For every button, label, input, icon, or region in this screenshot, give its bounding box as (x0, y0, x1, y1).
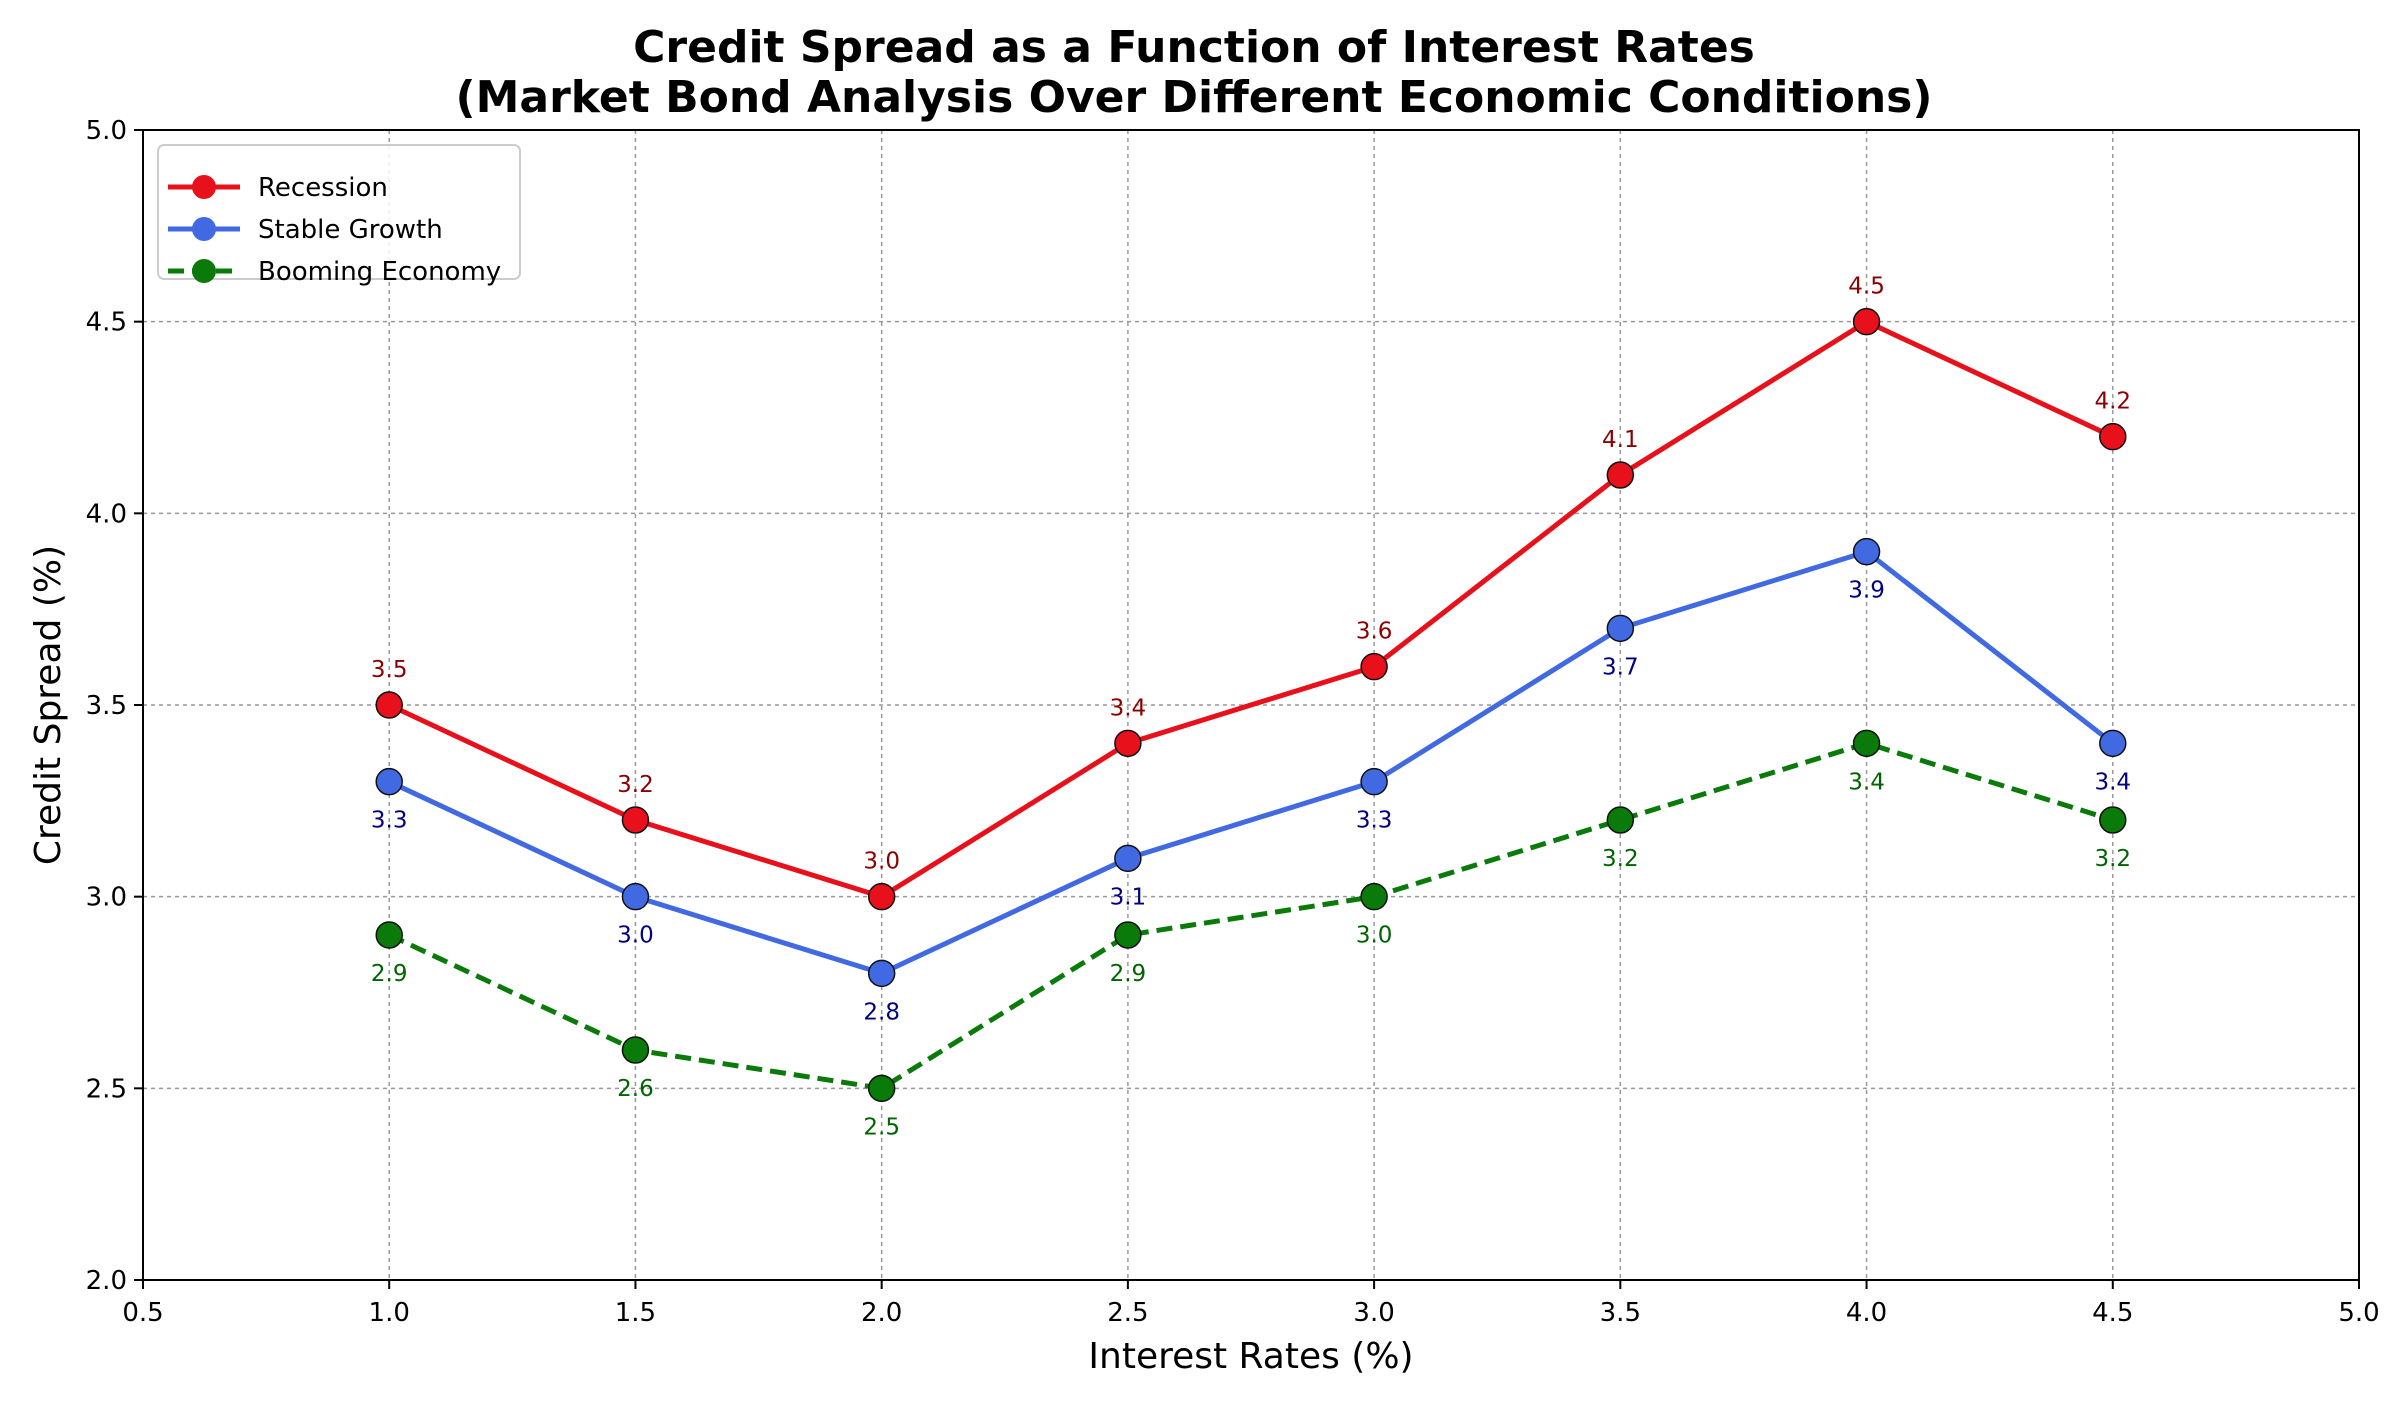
data-point (867, 882, 896, 911)
data-label: 4.2 (2094, 389, 2131, 415)
series-line-booming-economy (388, 740, 2114, 1091)
data-label: 3.1 (1110, 884, 1147, 910)
series-recession: 3.5 3.2 3.0 3.4 3.6 4.1 4.5 4.2 (371, 274, 2131, 911)
series-line-recession (388, 319, 2114, 900)
legend-label: Stable Growth (258, 215, 443, 245)
data-point (1606, 806, 1635, 834)
x-tick-label: 2.5 (1107, 1298, 1148, 1328)
data-label: 3.0 (863, 849, 900, 875)
data-label: 2.8 (863, 999, 900, 1025)
data-label: 2.6 (617, 1076, 654, 1102)
x-axis-label: Interest Rates (%) (1088, 1336, 1413, 1377)
data-point (1114, 729, 1142, 758)
y-axis-label: Credit Spread (%) (28, 545, 69, 865)
y-tick-label: 4.0 (86, 499, 127, 529)
data-point (867, 959, 896, 988)
data-point (2099, 806, 2127, 834)
x-tick-label: 5.0 (2338, 1298, 2379, 1328)
data-label: 3.2 (2094, 846, 2131, 872)
data-label: 3.4 (1110, 695, 1147, 721)
chart-title: Credit Spread as a Function of Interest … (633, 22, 1755, 73)
legend-marker (192, 259, 216, 283)
data-point (375, 767, 403, 796)
data-label: 2.5 (863, 1114, 900, 1140)
x-tick-label: 0.5 (122, 1298, 163, 1328)
data-label: 3.6 (1356, 619, 1393, 645)
data-label: 3.0 (617, 923, 654, 949)
x-tick-label: 3.0 (1353, 1298, 1394, 1328)
data-label: 3.4 (2094, 769, 2131, 795)
data-label: 3.0 (1356, 923, 1393, 949)
data-point (621, 1036, 650, 1064)
chart-subtitle: (Market Bond Analysis Over Different Eco… (456, 72, 1933, 123)
legend-marker (192, 175, 216, 199)
data-label: 3.9 (1848, 578, 1885, 604)
data-point (867, 1074, 896, 1103)
legend-label: Recession (258, 173, 388, 203)
x-tick-label: 2.0 (861, 1298, 902, 1328)
data-point (1360, 652, 1388, 681)
data-label: 2.9 (371, 961, 408, 987)
data-point (621, 806, 650, 834)
data-point (2099, 729, 2127, 758)
data-point (1852, 537, 1881, 566)
y-tick-label: 3.5 (86, 691, 127, 721)
data-label: 4.5 (1848, 274, 1885, 300)
series-stable-growth: 3.3 3.0 2.8 3.1 3.3 3.7 3.9 3.4 (371, 537, 2131, 1025)
legend: Recession Stable Growth Booming Economy (157, 144, 521, 287)
data-point (1852, 307, 1881, 336)
data-label: 3.2 (617, 772, 654, 798)
data-label: 3.2 (1602, 846, 1639, 872)
x-tick-label: 1.5 (615, 1298, 656, 1328)
data-point (1606, 461, 1635, 489)
data-label: 3.4 (1848, 769, 1885, 795)
y-tick-label: 4.5 (86, 308, 127, 338)
data-point (375, 691, 403, 719)
data-point (1852, 729, 1881, 758)
axes: 0.5 1.0 1.5 2.0 2.5 3.0 3.5 4.0 4.5 5.02.02.53.03… (86, 116, 2380, 1328)
data-point (1114, 921, 1142, 949)
y-tick-label: 3.0 (86, 883, 127, 913)
y-tick-label: 5.0 (86, 116, 127, 146)
series-line-stable-growth (388, 549, 2115, 976)
data-point (2099, 422, 2127, 451)
data-label: 3.3 (1356, 808, 1393, 834)
data-point (621, 882, 650, 911)
data-point (1360, 882, 1388, 911)
x-tick-label: 4.0 (1846, 1298, 1887, 1328)
data-label: 3.5 (371, 657, 408, 683)
x-tick-label: 4.5 (2092, 1298, 2133, 1328)
data-point (375, 921, 403, 949)
x-tick-label: 1.0 (369, 1298, 410, 1328)
data-label: 4.1 (1602, 427, 1639, 453)
legend-box (157, 144, 521, 280)
y-tick-label: 2.5 (86, 1074, 127, 1104)
series-layer: 3.53.23.03.43.64.14.54.23.33.02.83.13.33… (371, 274, 2131, 1141)
series-booming-economy: 2.9 2.6 2.5 2.9 3.0 3.2 3.4 3.2 (371, 729, 2131, 1140)
data-point (1360, 767, 1388, 796)
data-label: 3.3 (371, 808, 408, 834)
x-tick-label: 3.5 (1600, 1298, 1641, 1328)
data-point (1114, 844, 1142, 873)
y-tick-label: 2.0 (86, 1266, 127, 1296)
data-label: 2.9 (1110, 961, 1147, 987)
legend-label: Booming Economy (258, 257, 501, 287)
data-point (1606, 614, 1635, 643)
data-label: 3.7 (1602, 654, 1639, 680)
legend-marker (192, 217, 216, 241)
